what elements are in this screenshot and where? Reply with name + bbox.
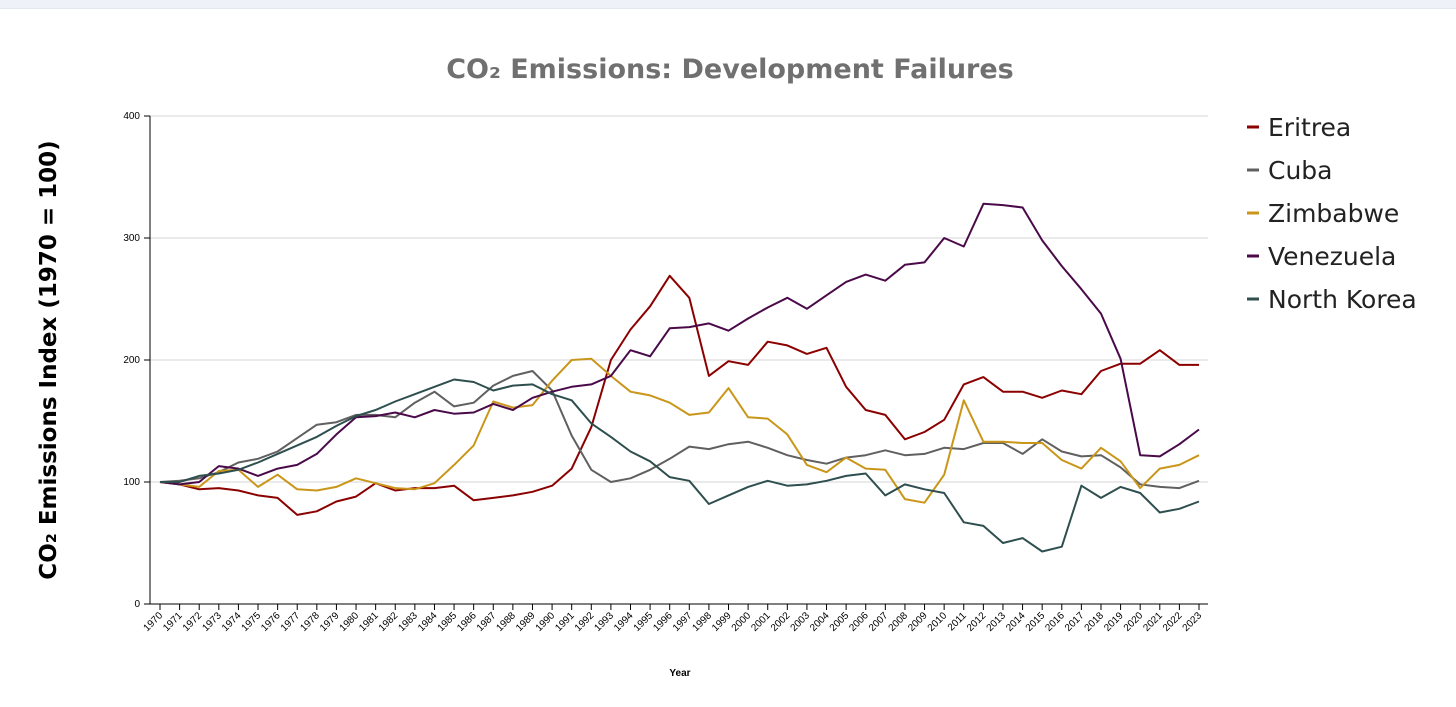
x-tick-label: 1980 [338,610,362,634]
x-tick-label: 1970 [142,610,166,634]
x-tick-label: 2023 [1181,610,1205,634]
x-axis-label: Year [669,668,690,679]
x-tick-label: 2004 [808,610,832,634]
x-tick-label: 2000 [730,610,754,634]
y-tick-label: 100 [123,477,140,488]
y-tick-label: 400 [123,111,140,122]
legend-label: North Korea [1268,285,1417,314]
x-tick-label: 1988 [494,610,518,634]
x-tick-label: 2017 [1063,610,1087,634]
x-tick-label: 2007 [867,610,891,634]
x-tick-label: 2019 [1102,610,1126,634]
x-tick-label: 1983 [396,610,420,634]
x-tick-label: 1985 [436,610,460,634]
y-tick-label: 300 [123,233,140,244]
y-tick-label: 200 [123,355,140,366]
series-line-zimbabwe [159,357,1200,504]
x-tick-label: 1989 [514,610,538,634]
x-tick-label: 1978 [298,610,322,634]
x-tick-label: 1982 [377,610,401,634]
legend-label: Zimbabwe [1268,199,1399,228]
series-line-cuba [159,370,1200,490]
chart-title: CO₂ Emissions: Development Failures [446,54,1014,85]
x-tick-label: 2001 [749,610,773,634]
x-tick-label: 1999 [710,610,734,634]
x-tick-label: 1991 [553,610,577,634]
x-tick-label: 1979 [318,610,342,634]
x-tick-label: 1992 [573,610,597,634]
x-tick-label: 1971 [161,610,185,634]
x-tick-label: 1984 [416,610,440,634]
x-tick-label: 1994 [612,610,636,634]
x-tick-label: 2010 [926,610,950,634]
x-tick-label: 2015 [1024,610,1048,634]
x-tick-label: 2022 [1161,610,1185,634]
x-tick-label: 1974 [220,610,244,634]
x-tick-label: 1996 [651,610,675,634]
x-tick-label: 2013 [985,610,1009,634]
series-line-north-korea [160,378,1200,553]
x-tick-label: 1987 [475,610,499,634]
x-tick-label: 2011 [946,610,969,633]
x-tick-label: 1998 [691,610,715,634]
y-tick-label: 0 [134,599,140,610]
x-tick-label: 1972 [181,610,205,634]
x-tick-label: 2003 [789,610,813,634]
x-tick-label: 2012 [965,610,989,634]
x-tick-label: 2020 [1122,610,1146,634]
x-tick-label: 2008 [887,610,911,634]
x-tick-label: 1993 [592,610,616,634]
x-tick-label: 1995 [632,610,656,634]
x-tick-label: 1981 [357,610,381,634]
x-tick-label: 2005 [828,610,852,634]
x-tick-label: 1997 [671,610,695,634]
top-bar [0,0,1456,9]
x-tick-label: 2021 [1141,610,1165,634]
legend-label: Cuba [1268,156,1333,185]
y-axis-label: CO₂ Emissions Index (1970 = 100) [36,140,62,579]
x-tick-label: 1977 [279,610,303,634]
x-tick-label: 2009 [906,610,930,634]
legend-label: Eritrea [1268,113,1351,142]
x-tick-label: 1973 [200,610,224,634]
x-tick-label: 2016 [1043,610,1067,634]
series-line-eritrea [159,274,1199,516]
x-tick-label: 2014 [1004,610,1028,634]
series-line-venezuela [159,202,1200,486]
x-tick-label: 1976 [259,610,283,634]
x-tick-label: 1990 [534,610,558,634]
x-tick-label: 1986 [455,610,479,634]
x-tick-label: 2006 [847,610,871,634]
x-tick-label: 2002 [769,610,793,634]
legend-label: Venezuela [1268,242,1396,271]
x-tick-label: 2018 [1083,610,1107,634]
x-tick-label: 1975 [240,610,264,634]
